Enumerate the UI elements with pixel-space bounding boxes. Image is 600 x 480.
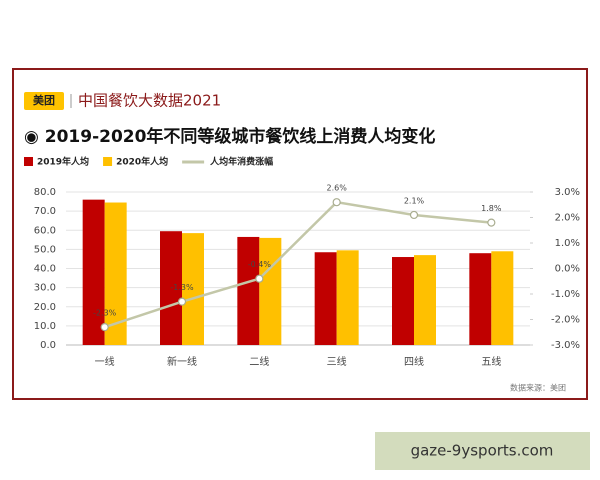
legend-label: 2020年人均 bbox=[116, 156, 168, 168]
bar bbox=[160, 231, 182, 345]
x-tick-label: 二线 bbox=[249, 355, 269, 368]
y2-tick-label: 1.0% bbox=[555, 238, 580, 249]
x-tick-label: 五线 bbox=[481, 355, 501, 368]
bar bbox=[336, 250, 359, 345]
watermark-box bbox=[375, 432, 590, 470]
y-tick-label: 0.0 bbox=[40, 340, 56, 351]
point bbox=[487, 218, 496, 227]
y2-tick-label: 3.0% bbox=[555, 187, 580, 198]
y2-tick-label: -2.0% bbox=[551, 315, 580, 326]
bar bbox=[491, 251, 514, 345]
value-label: 2.1% bbox=[404, 196, 425, 205]
source: 数据来源：美团 bbox=[510, 383, 566, 393]
value-label: 1.8% bbox=[481, 204, 502, 213]
logo: 美团 bbox=[33, 93, 55, 107]
y2-tick-label: -1.0% bbox=[551, 289, 580, 300]
y2-tick-label: 0.0% bbox=[555, 264, 580, 275]
value-label: -2.3% bbox=[93, 309, 117, 318]
bar bbox=[469, 253, 492, 345]
bar bbox=[314, 252, 337, 345]
bar bbox=[82, 199, 105, 345]
y-tick-label: 10.0 bbox=[34, 321, 56, 332]
y-tick-label: 70.0 bbox=[34, 206, 56, 217]
y-tick-label: 50.0 bbox=[34, 244, 56, 255]
point bbox=[332, 198, 341, 207]
point bbox=[255, 274, 264, 283]
bar bbox=[414, 255, 436, 345]
x-tick-label: 新一线 bbox=[167, 355, 197, 368]
legend-swatch bbox=[24, 157, 33, 166]
point bbox=[409, 210, 419, 220]
x-tick-label: 一线 bbox=[95, 355, 115, 368]
logo-box bbox=[24, 92, 64, 110]
value-label: -0.4% bbox=[248, 260, 272, 269]
value-label: -1.3% bbox=[170, 283, 194, 292]
bar bbox=[182, 233, 204, 345]
bar bbox=[259, 237, 282, 345]
x-tick-label: 三线 bbox=[327, 355, 347, 368]
chart-title: ◉ 2019-2020年不同等级城市餐饮线上消费人均变化 bbox=[24, 126, 435, 147]
bar bbox=[237, 236, 260, 345]
y-tick-label: 20.0 bbox=[34, 302, 56, 313]
y-tick-label: 80.0 bbox=[34, 187, 56, 198]
legend-label: 2019年人均 bbox=[37, 156, 89, 168]
x-tick-label: 四线 bbox=[404, 355, 424, 368]
value-label: 2.6% bbox=[327, 184, 348, 193]
point bbox=[177, 297, 187, 306]
legend-swatch bbox=[103, 157, 113, 166]
bar bbox=[392, 257, 414, 345]
legend-label: 人均年消费涨幅 bbox=[209, 156, 273, 168]
y2-tick-label: -3.0% bbox=[551, 340, 580, 351]
y2-tick-label: 2.0% bbox=[555, 213, 580, 224]
watermark: gaze-9ysports.com bbox=[411, 442, 554, 460]
bar bbox=[104, 202, 127, 345]
point bbox=[100, 323, 109, 332]
y-tick-label: 60.0 bbox=[34, 225, 56, 236]
y-tick-label: 30.0 bbox=[34, 283, 56, 294]
brand: 中国餐饮大数据2021 bbox=[78, 92, 221, 110]
y-tick-label: 40.0 bbox=[34, 264, 56, 275]
line bbox=[104, 200, 492, 329]
